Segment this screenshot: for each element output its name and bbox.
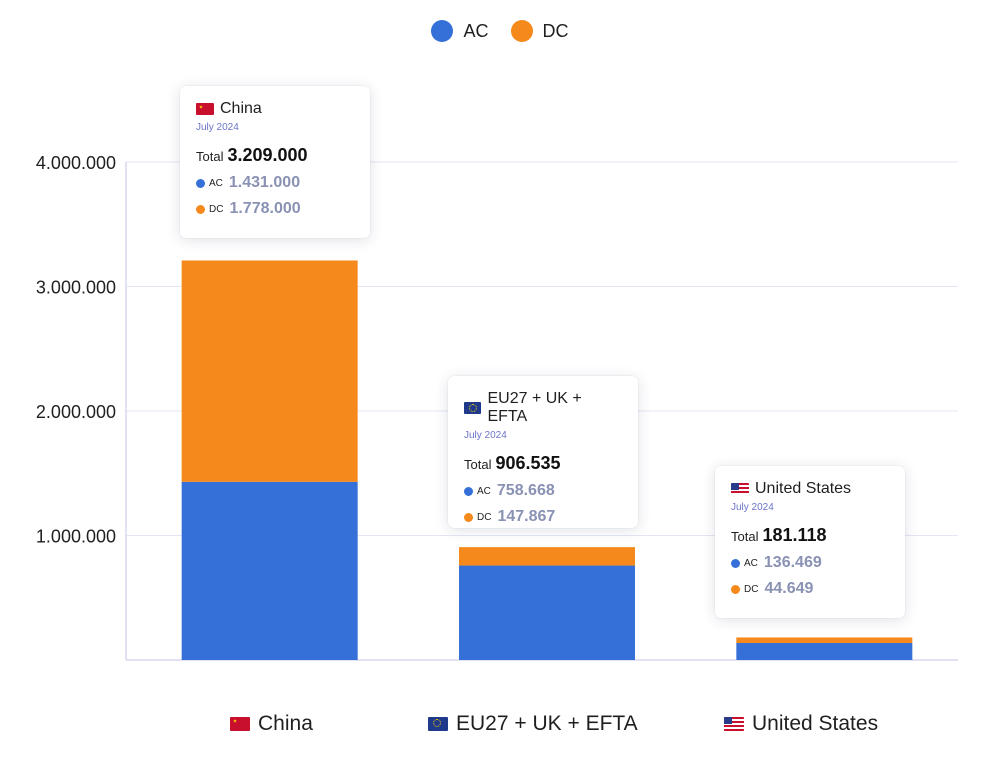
dc-dot-icon — [731, 584, 740, 594]
tooltip-total-label: Total — [731, 529, 759, 544]
bar-dc-3[interactable] — [736, 637, 913, 644]
tooltip-china: China July 2024 Total 3.209.000 AC 1.431… — [180, 86, 370, 238]
tooltip-ac-label: AC — [477, 485, 491, 497]
tooltip-dc-label: DC — [209, 203, 224, 215]
flag-china-icon — [196, 103, 214, 115]
flag-china-icon — [230, 717, 250, 731]
y-tick-label: 4.000.000 — [36, 153, 116, 173]
tooltip-date: July 2024 — [196, 122, 239, 133]
bar-ac-1[interactable] — [181, 481, 358, 660]
tooltip-dc-value: 1.778.000 — [229, 200, 301, 217]
tooltip-us: United States July 2024 Total 181.118 AC… — [715, 466, 905, 618]
flag-eu-icon — [464, 402, 482, 414]
tooltip-country: United States — [755, 480, 852, 497]
tooltip-total-label: Total — [464, 457, 492, 472]
bar-dc-1[interactable] — [181, 260, 358, 482]
bar-ac-3[interactable] — [736, 643, 913, 660]
bar-layer — [181, 260, 913, 660]
x-tick-label-us: United States — [724, 712, 878, 736]
tooltip-dc-value: 44.649 — [764, 580, 814, 597]
x-tick-label-eu: EU27 + UK + EFTA — [428, 712, 638, 736]
legend-dot-dc-icon — [510, 20, 533, 42]
ac-dot-icon — [196, 178, 205, 188]
tooltip-ac-label: AC — [209, 177, 223, 189]
ac-dot-icon — [464, 486, 473, 496]
legend-item-dc[interactable]: DC — [510, 20, 569, 42]
dc-dot-icon — [196, 204, 205, 214]
tooltip-dc-label: DC — [477, 511, 492, 523]
legend-label-dc: DC — [542, 20, 569, 41]
x-tick-label-text: China — [258, 712, 313, 735]
tooltip-date: July 2024 — [464, 430, 507, 441]
x-tick-label-text: EU27 + UK + EFTA — [456, 712, 638, 735]
tooltip-total-label: Total — [196, 149, 224, 164]
legend: AC DC — [0, 20, 1000, 42]
ac-dot-icon — [731, 558, 740, 568]
tooltip-total-value: 181.118 — [762, 525, 827, 545]
tooltip-total-value: 3.209.000 — [227, 145, 308, 165]
y-tick-label: 1.000.000 — [36, 527, 116, 547]
tooltip-ac-value: 758.668 — [496, 482, 555, 499]
x-tick-label-text: United States — [752, 712, 879, 735]
flag-us-icon — [724, 717, 744, 731]
legend-dot-ac-icon — [431, 20, 454, 42]
x-tick-label-china: China — [230, 712, 313, 736]
tooltip-ac-value: 1.431.000 — [228, 174, 301, 191]
tooltip-total-value: 906.535 — [495, 453, 561, 473]
y-tick-label: 3.000.000 — [36, 278, 116, 298]
tooltip-eu: EU27 + UK + EFTA July 2024 Total 906.535… — [448, 376, 638, 528]
tooltip-dc-value: 147.867 — [497, 508, 556, 525]
tooltip-dc-label: DC — [744, 583, 759, 595]
legend-item-ac[interactable]: AC — [431, 20, 489, 42]
tooltip-date: July 2024 — [731, 502, 774, 513]
flag-eu-icon — [428, 717, 448, 731]
tooltip-country: EU27 + UK + EFTA — [487, 390, 582, 425]
y-tick-label: 2.000.000 — [36, 402, 116, 422]
bar-dc-2[interactable] — [459, 547, 635, 566]
legend-label-ac: AC — [463, 20, 489, 41]
dc-dot-icon — [464, 512, 473, 522]
flag-us-icon — [731, 483, 749, 495]
tooltip-ac-label: AC — [744, 557, 758, 569]
bar-ac-2[interactable] — [459, 565, 635, 660]
tooltip-ac-value: 136.469 — [763, 554, 822, 571]
tooltip-country: China — [220, 100, 262, 117]
